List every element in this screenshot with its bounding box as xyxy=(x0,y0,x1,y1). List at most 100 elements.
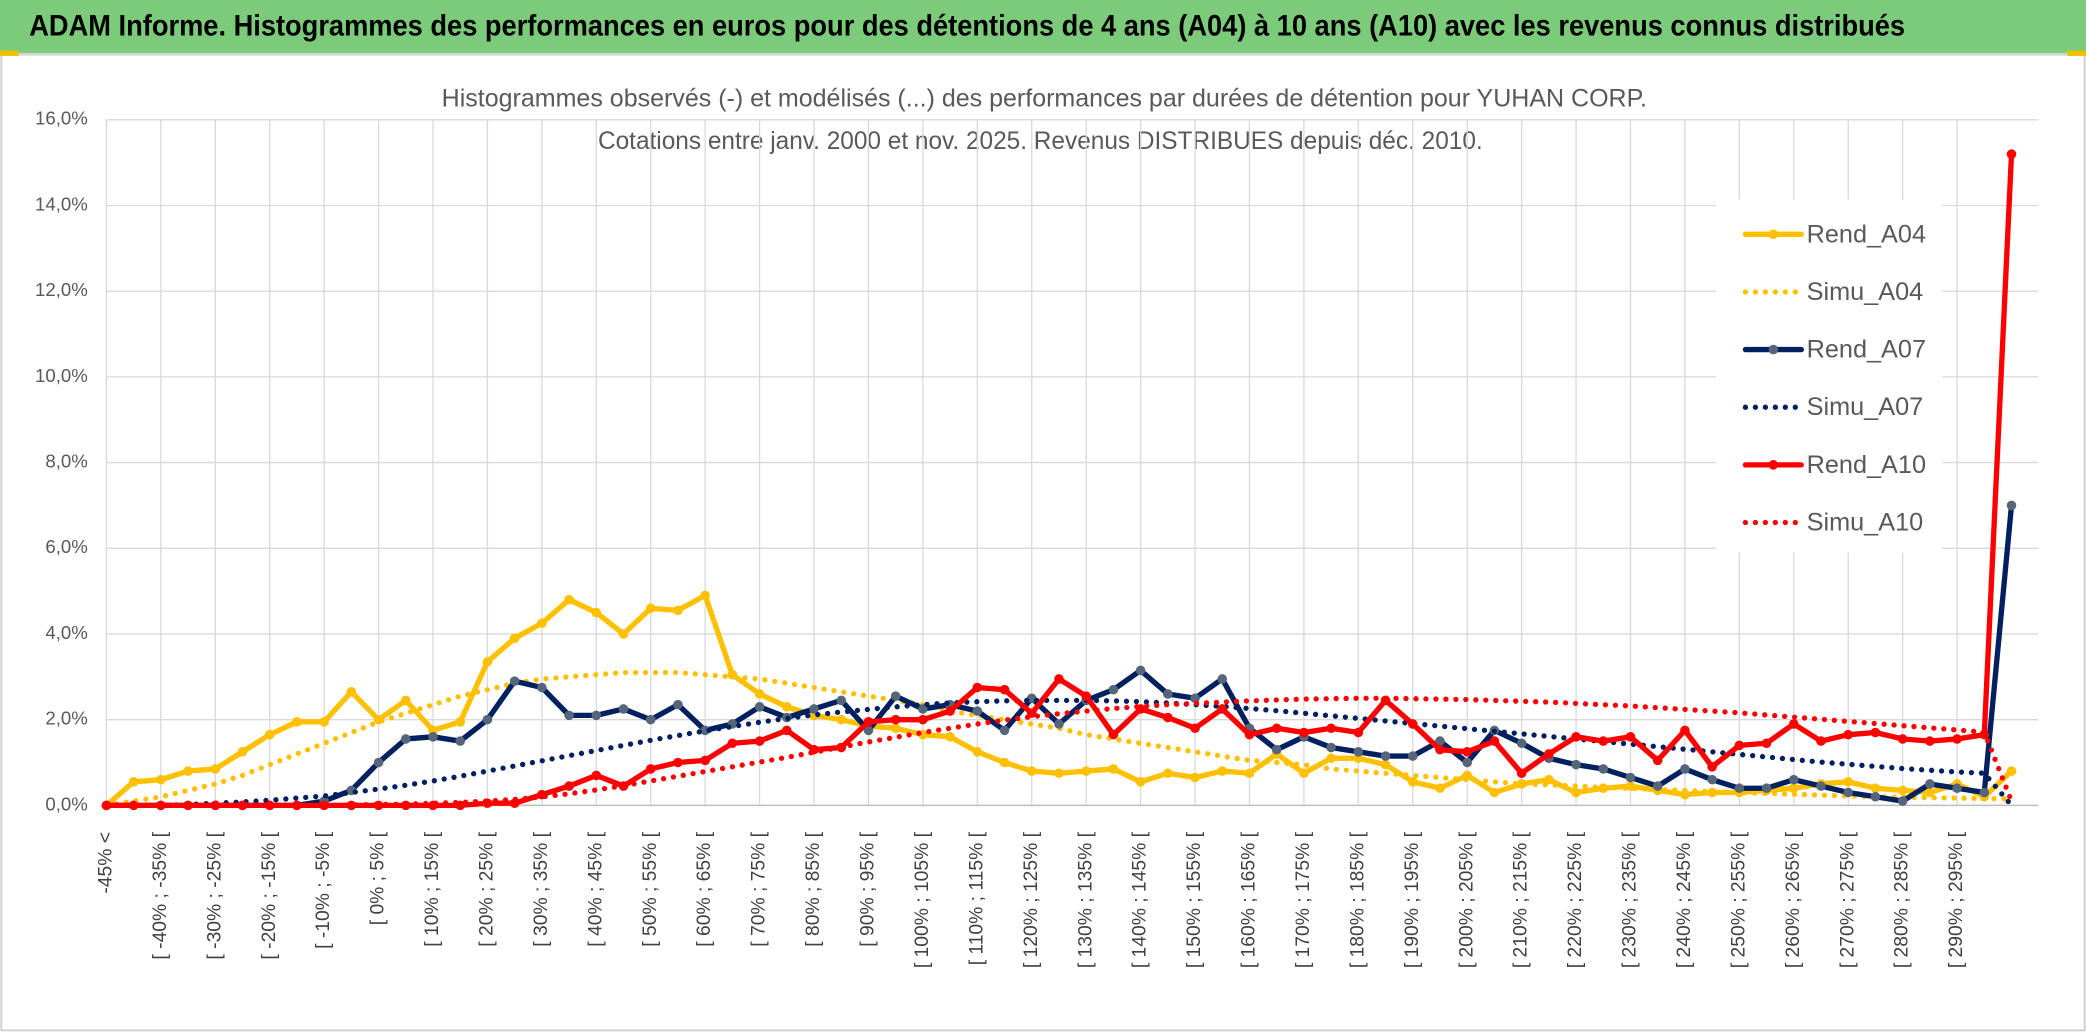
x-tick-label: [ 0% ; 5% [ xyxy=(368,831,389,925)
data-point xyxy=(1217,704,1228,714)
data-point xyxy=(727,738,738,749)
x-tick-label: [ 210% ; 215% [ xyxy=(1511,831,1532,968)
data-point xyxy=(1407,719,1418,729)
data-point xyxy=(1135,777,1146,787)
data-point xyxy=(537,682,547,693)
data-point xyxy=(1462,747,1472,757)
data-point xyxy=(1054,719,1064,729)
data-point xyxy=(809,704,819,714)
data-point xyxy=(1680,789,1690,800)
data-point xyxy=(401,734,411,744)
data-point xyxy=(1135,665,1146,676)
data-point xyxy=(1435,783,1445,794)
data-point xyxy=(210,764,221,774)
legend-marker xyxy=(1768,460,1779,470)
data-point xyxy=(1380,759,1391,770)
data-point xyxy=(564,710,574,721)
data-point xyxy=(972,682,983,693)
x-tick-label: [ 30% ; 35% [ xyxy=(531,831,552,946)
x-tick-label: [ 90% ; 95% [ xyxy=(858,831,879,946)
data-point xyxy=(1462,757,1472,768)
legend-marker xyxy=(1768,344,1779,355)
data-point xyxy=(1163,689,1173,699)
chart-title: Histogrammes observés (-) et modélisés (… xyxy=(442,85,1647,113)
data-point xyxy=(890,714,901,725)
data-point xyxy=(1707,774,1717,785)
data-point xyxy=(128,777,139,787)
legend-label: Simu_A10 xyxy=(1807,508,1924,536)
data-point xyxy=(918,714,928,725)
data-point xyxy=(1598,736,1609,746)
data-point xyxy=(999,684,1010,695)
x-tick-label: [ 290% ; 295% [ xyxy=(1946,831,1967,968)
data-point xyxy=(1516,768,1527,779)
data-point xyxy=(428,732,438,742)
data-point xyxy=(482,714,493,725)
data-point xyxy=(863,717,874,727)
data-point xyxy=(156,774,166,785)
x-tick-label: [ 190% ; 195% [ xyxy=(1402,831,1423,968)
data-point xyxy=(1761,783,1772,794)
data-point xyxy=(1734,740,1745,751)
data-point xyxy=(1244,729,1255,740)
data-point xyxy=(1707,762,1717,772)
data-point xyxy=(1652,755,1663,766)
legend-label: Rend_A04 xyxy=(1807,220,1926,248)
data-point xyxy=(1271,723,1282,734)
data-point xyxy=(1843,729,1853,740)
legend-box xyxy=(1716,199,1943,553)
data-point xyxy=(2006,500,2017,511)
legend-label: Rend_A10 xyxy=(1807,451,1926,479)
series-line xyxy=(103,695,2015,809)
x-tick-label: [ -30% ; -25% [ xyxy=(204,831,225,959)
data-point xyxy=(700,725,710,736)
data-point xyxy=(999,757,1010,768)
data-point xyxy=(945,732,955,742)
y-tick-label: 12,0% xyxy=(35,279,88,300)
data-point xyxy=(1081,766,1091,776)
data-point xyxy=(1761,738,1772,749)
data-point xyxy=(1299,727,1309,738)
x-tick-label: [ 260% ; 265% [ xyxy=(1783,831,1804,968)
data-point xyxy=(183,766,193,776)
data-point xyxy=(509,676,520,686)
data-point xyxy=(1489,736,1500,746)
data-point xyxy=(1190,693,1200,704)
data-point xyxy=(1108,729,1119,740)
data-point xyxy=(1081,691,1091,701)
data-point xyxy=(1952,734,1962,744)
data-point xyxy=(346,800,357,811)
x-tick-label: [ -40% ; -35% [ xyxy=(150,831,171,959)
data-point xyxy=(1108,684,1119,695)
data-point xyxy=(754,702,765,712)
data-point xyxy=(1326,742,1336,753)
data-point xyxy=(1516,738,1527,749)
data-point xyxy=(264,800,275,811)
x-tick-label: [ 120% ; 125% [ xyxy=(1021,831,1042,968)
data-point xyxy=(890,723,901,734)
x-tick-label: [ -10% ; -5% [ xyxy=(313,831,334,948)
y-tick-label: 10,0% xyxy=(35,365,88,386)
series-line xyxy=(103,697,2015,809)
data-point xyxy=(1163,712,1173,723)
data-point xyxy=(455,717,466,727)
data-point xyxy=(645,714,656,725)
data-point xyxy=(1788,783,1799,794)
data-point xyxy=(700,755,710,766)
x-tick-label: [ 110% ; 115% [ xyxy=(966,831,987,965)
data-point xyxy=(1652,781,1663,791)
data-point xyxy=(564,594,574,605)
x-tick-label: [ 220% ; 225% [ xyxy=(1565,831,1586,968)
data-point xyxy=(918,704,928,714)
chart-subtitle: Cotations entre janv. 2000 et nov. 2025.… xyxy=(598,127,1483,155)
data-point xyxy=(863,725,874,736)
data-point xyxy=(1680,764,1690,774)
data-point xyxy=(401,695,411,706)
data-point xyxy=(373,757,384,768)
data-point xyxy=(1353,747,1364,757)
data-point xyxy=(591,607,602,618)
data-point xyxy=(1897,796,1908,806)
data-point xyxy=(1326,753,1336,764)
data-point xyxy=(1843,777,1853,787)
x-tick-label: [ 60% ; 65% [ xyxy=(694,831,715,946)
